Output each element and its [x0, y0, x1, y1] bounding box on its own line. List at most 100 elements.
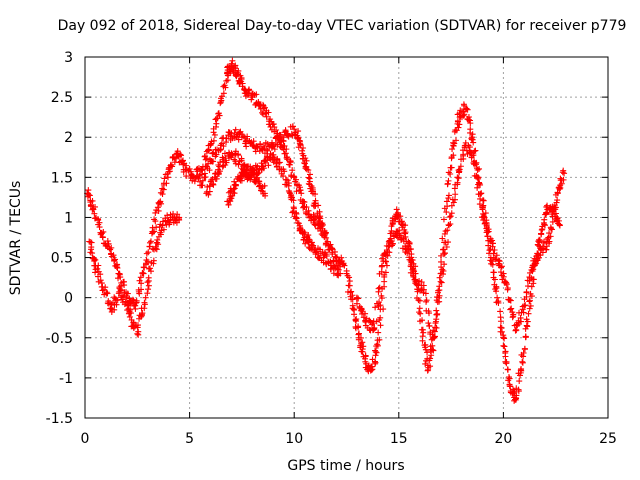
data-point	[549, 213, 556, 220]
data-point	[558, 180, 565, 187]
data-point	[91, 256, 98, 263]
data-point	[383, 252, 390, 259]
data-point	[556, 221, 563, 228]
data-point	[85, 191, 92, 198]
data-point	[163, 180, 170, 187]
data-point	[335, 266, 342, 273]
data-point	[352, 316, 359, 323]
data-point	[441, 250, 448, 257]
data-point	[424, 367, 431, 374]
data-point	[212, 123, 219, 130]
data-point	[211, 131, 218, 138]
data-point	[422, 290, 429, 297]
data-point	[419, 317, 426, 324]
data-point	[412, 277, 419, 284]
data-point	[526, 274, 533, 281]
data-point	[483, 221, 490, 228]
data-point	[275, 159, 282, 166]
data-point	[438, 264, 445, 271]
data-point	[235, 161, 242, 168]
data-point	[546, 230, 553, 237]
data-point	[445, 195, 452, 202]
data-point	[474, 166, 481, 173]
data-point	[107, 305, 114, 312]
data-point	[371, 358, 378, 365]
data-point	[308, 239, 315, 246]
data-point	[239, 80, 246, 87]
data-point	[523, 322, 530, 329]
data-point	[180, 161, 187, 168]
data-point	[280, 173, 287, 180]
data-point	[100, 228, 107, 235]
data-point	[265, 162, 272, 169]
data-point	[432, 320, 439, 327]
data-point	[530, 257, 537, 264]
data-point	[119, 296, 126, 303]
data-point	[360, 343, 367, 350]
data-point	[214, 171, 221, 178]
data-point	[235, 67, 242, 74]
data-point	[548, 225, 555, 232]
data-point	[288, 193, 295, 200]
data-point	[138, 313, 145, 320]
data-point	[408, 261, 415, 268]
data-point	[544, 235, 551, 242]
data-point	[476, 180, 483, 187]
data-point	[303, 163, 310, 170]
data-point	[438, 258, 445, 265]
data-point	[519, 359, 526, 366]
data-point	[283, 146, 290, 153]
data-point	[554, 189, 561, 196]
data-point	[157, 189, 164, 196]
data-point	[231, 150, 238, 157]
data-point	[425, 320, 432, 327]
data-point	[536, 243, 543, 250]
data-point	[188, 171, 195, 178]
data-point	[296, 222, 303, 229]
y-tick-label: 0	[64, 291, 73, 307]
data-point	[372, 348, 379, 355]
data-point	[443, 243, 450, 250]
y-tick-label: -1	[59, 371, 73, 387]
data-point	[464, 106, 471, 113]
data-point	[152, 209, 159, 216]
data-point	[560, 176, 567, 183]
data-point	[522, 325, 529, 332]
data-point	[271, 146, 278, 153]
data-point	[282, 127, 289, 134]
data-point	[474, 174, 481, 181]
data-point	[206, 183, 213, 190]
data-point	[504, 285, 511, 292]
data-point	[307, 171, 314, 178]
data-point	[343, 267, 350, 274]
data-point	[108, 253, 115, 260]
data-point	[199, 166, 206, 173]
data-point	[263, 113, 270, 120]
data-point	[136, 290, 143, 297]
series-short-arc	[224, 162, 269, 208]
data-point	[117, 274, 124, 281]
data-point	[210, 129, 217, 136]
data-point	[161, 175, 168, 182]
data-point	[493, 288, 500, 295]
data-point	[263, 146, 270, 153]
data-point	[299, 147, 306, 154]
data-point	[248, 174, 255, 181]
data-point	[476, 201, 483, 208]
data-point	[205, 146, 212, 153]
data-point	[373, 343, 380, 350]
data-point	[357, 334, 364, 341]
data-point	[132, 305, 139, 312]
data-point	[281, 142, 288, 149]
data-point	[191, 178, 198, 185]
data-point	[300, 198, 307, 205]
data-point	[378, 268, 385, 275]
data-point	[293, 215, 300, 222]
data-point	[285, 182, 292, 189]
data-point	[377, 314, 384, 321]
data-point	[355, 324, 362, 331]
data-point	[561, 170, 568, 177]
data-point	[355, 295, 362, 302]
data-point	[426, 322, 433, 329]
